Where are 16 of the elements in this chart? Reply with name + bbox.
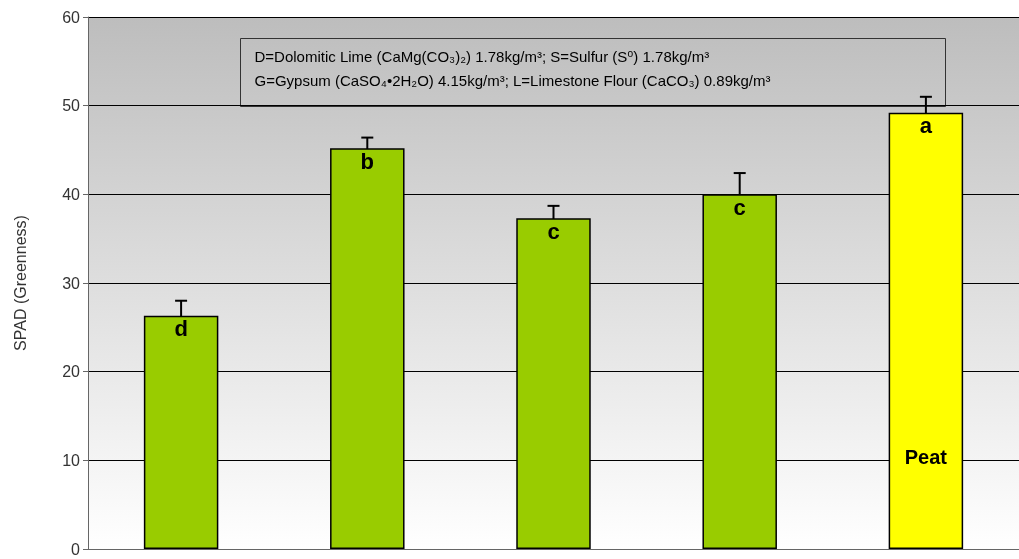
y-tick-label: 10 (62, 451, 81, 469)
y-tick-label: 60 (62, 8, 81, 26)
annotation: D=Dolomitic Lime (CaMg(CO₃)₂) 1.78kg/m³; S=Sulfur (S⁰) 1.78kg/m³ (254, 47, 710, 65)
annotation: G=Gypsum (CaSO₄•2H₂O) 4.15kg/m³; L=Limestone Flour (CaCO₃) 0.89kg/m³ (254, 71, 771, 89)
x-tick-label: Peat (904, 446, 948, 468)
data-label: c (547, 218, 560, 244)
data-label: a (919, 113, 933, 139)
y-tick-label: 30 (62, 274, 81, 292)
data-label: b (360, 148, 375, 174)
y-tick-label: 50 (62, 97, 81, 115)
y-axis-title: SPAD (Greenness) (11, 215, 29, 351)
data-label: c (733, 194, 746, 220)
y-tick-label: 0 (71, 540, 81, 558)
y-tick-label: 40 (62, 185, 81, 203)
data-label: d (174, 316, 188, 342)
y-tick-label: 20 (62, 363, 81, 381)
